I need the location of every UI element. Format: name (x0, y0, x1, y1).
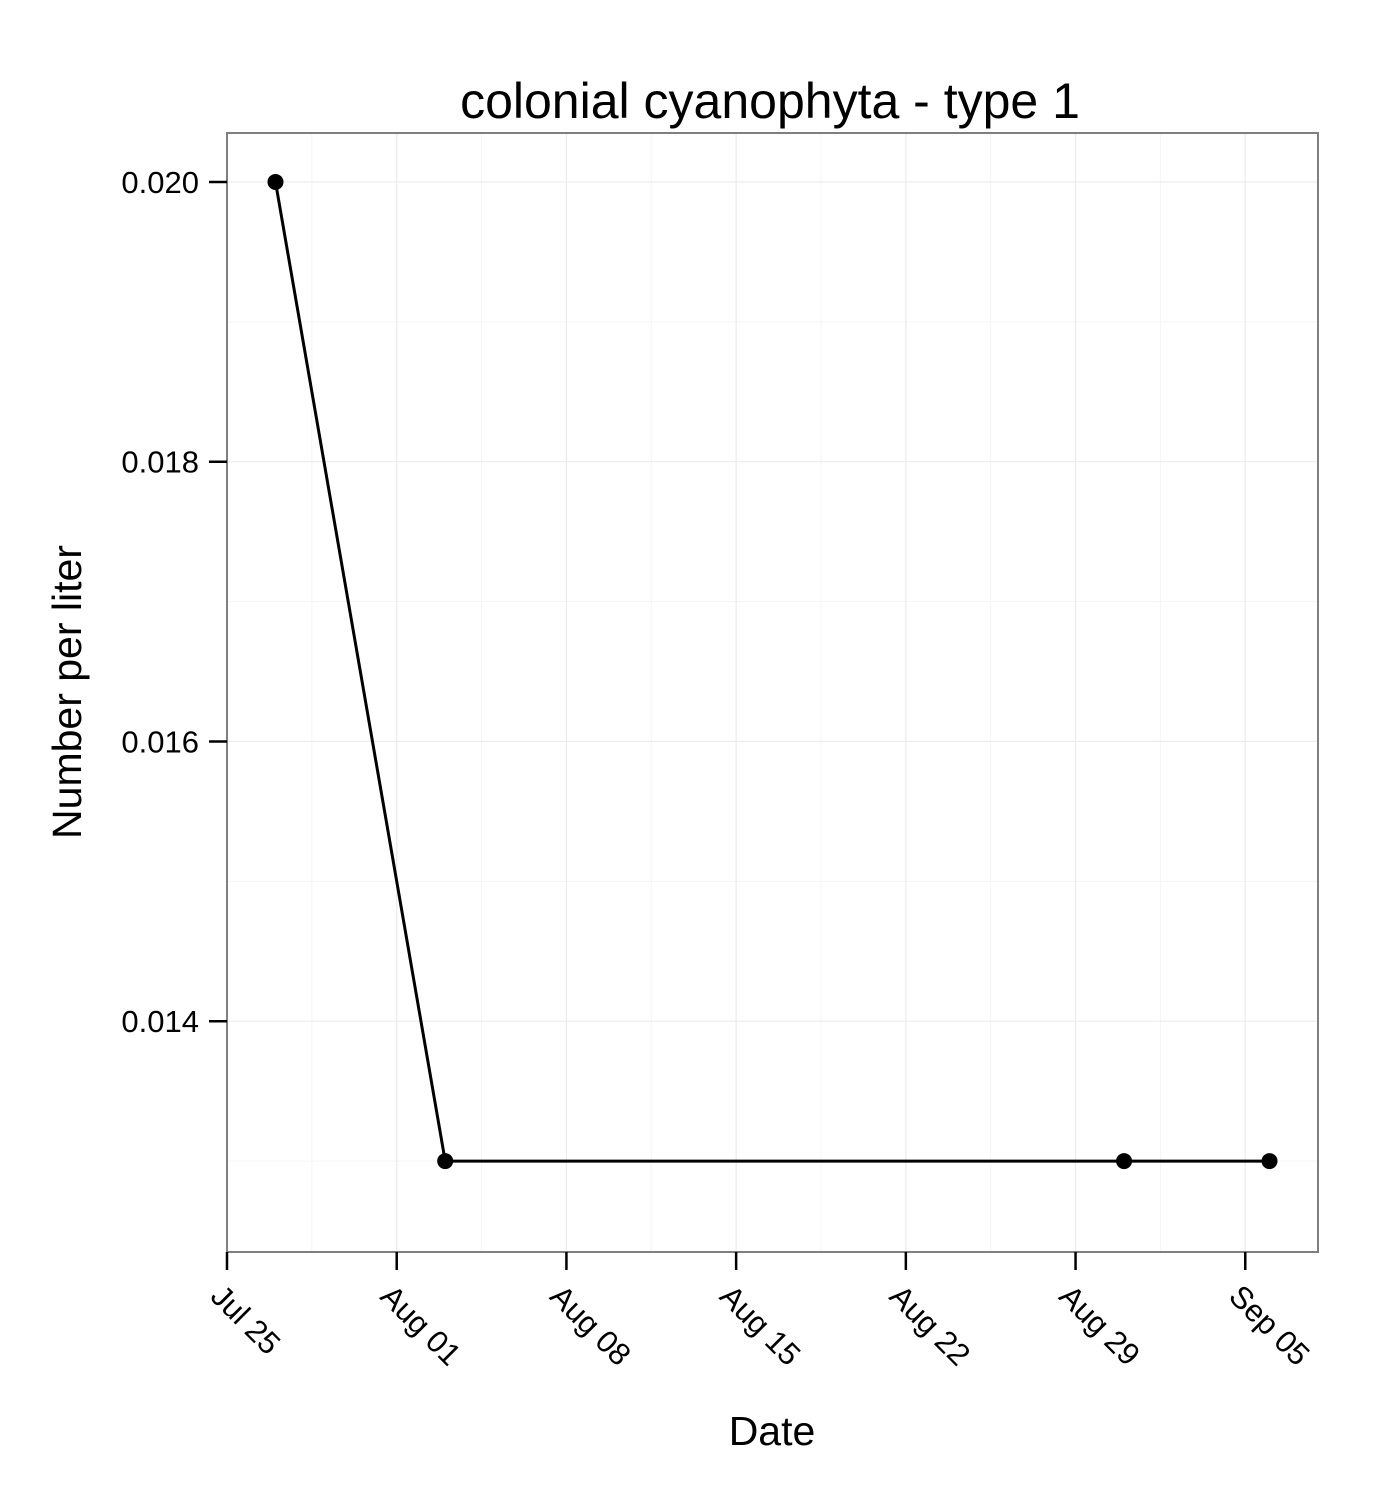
x-tick-label: Jul 25 (204, 1278, 287, 1361)
y-tick-label: 0.014 (121, 1004, 199, 1039)
data-point (267, 173, 284, 190)
x-tick-label: Sep 05 (1222, 1278, 1316, 1372)
data-point (1261, 1153, 1278, 1170)
minor-gridlines (227, 133, 1318, 1252)
major-gridlines (226, 133, 1318, 1252)
y-tick-label: 0.020 (121, 165, 199, 200)
y-tick-label: 0.018 (121, 445, 199, 480)
x-tick-label: Aug 15 (713, 1278, 807, 1372)
y-tick-label: 0.016 (121, 724, 199, 759)
x-tick-label: Aug 08 (543, 1278, 637, 1372)
y-axis-title: Number per liter (44, 545, 90, 839)
x-axis-title: Date (729, 1408, 816, 1454)
data-point (1116, 1153, 1133, 1170)
y-axis: 0.014 0.016 0.018 0.020 (121, 165, 227, 1039)
plot-panel (227, 133, 1318, 1252)
x-axis: Jul 25 Aug 01 Aug 08 Aug 15 Aug 22 Aug 29 Sep … (204, 1252, 1317, 1372)
x-tick-label: Aug 22 (883, 1278, 977, 1372)
x-tick-label: Aug 29 (1053, 1278, 1147, 1372)
x-tick-label: Aug 01 (374, 1278, 468, 1372)
plot-panel-border (226, 132, 1319, 1253)
series-layer (267, 173, 1278, 1170)
data-point (437, 1153, 454, 1170)
chart-title: colonial cyanophyta - type 1 (460, 73, 1080, 129)
series-line (274, 181, 1270, 1163)
